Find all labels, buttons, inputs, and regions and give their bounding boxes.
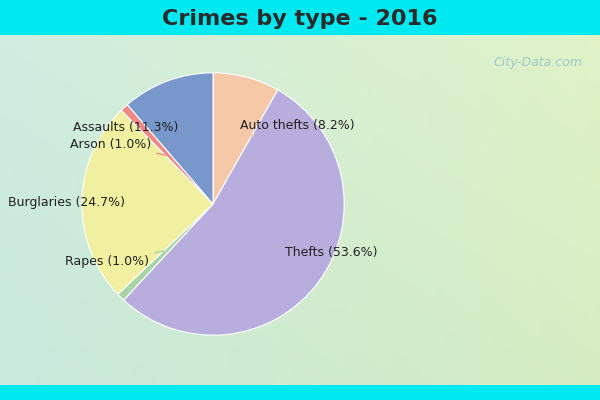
Wedge shape bbox=[127, 73, 213, 204]
Wedge shape bbox=[124, 90, 344, 335]
Text: Rapes (1.0%): Rapes (1.0%) bbox=[65, 251, 164, 268]
Text: Burglaries (24.7%): Burglaries (24.7%) bbox=[8, 196, 145, 209]
Wedge shape bbox=[121, 105, 213, 204]
Wedge shape bbox=[82, 110, 213, 294]
Wedge shape bbox=[213, 73, 278, 204]
Text: Assaults (11.3%): Assaults (11.3%) bbox=[73, 121, 187, 142]
Text: Thefts (53.6%): Thefts (53.6%) bbox=[269, 243, 377, 259]
Text: Auto thefts (8.2%): Auto thefts (8.2%) bbox=[232, 119, 355, 140]
Text: Arson (1.0%): Arson (1.0%) bbox=[70, 138, 166, 155]
Wedge shape bbox=[118, 204, 213, 300]
Text: Crimes by type - 2016: Crimes by type - 2016 bbox=[162, 9, 438, 29]
Text: City-Data.com: City-Data.com bbox=[493, 56, 582, 69]
